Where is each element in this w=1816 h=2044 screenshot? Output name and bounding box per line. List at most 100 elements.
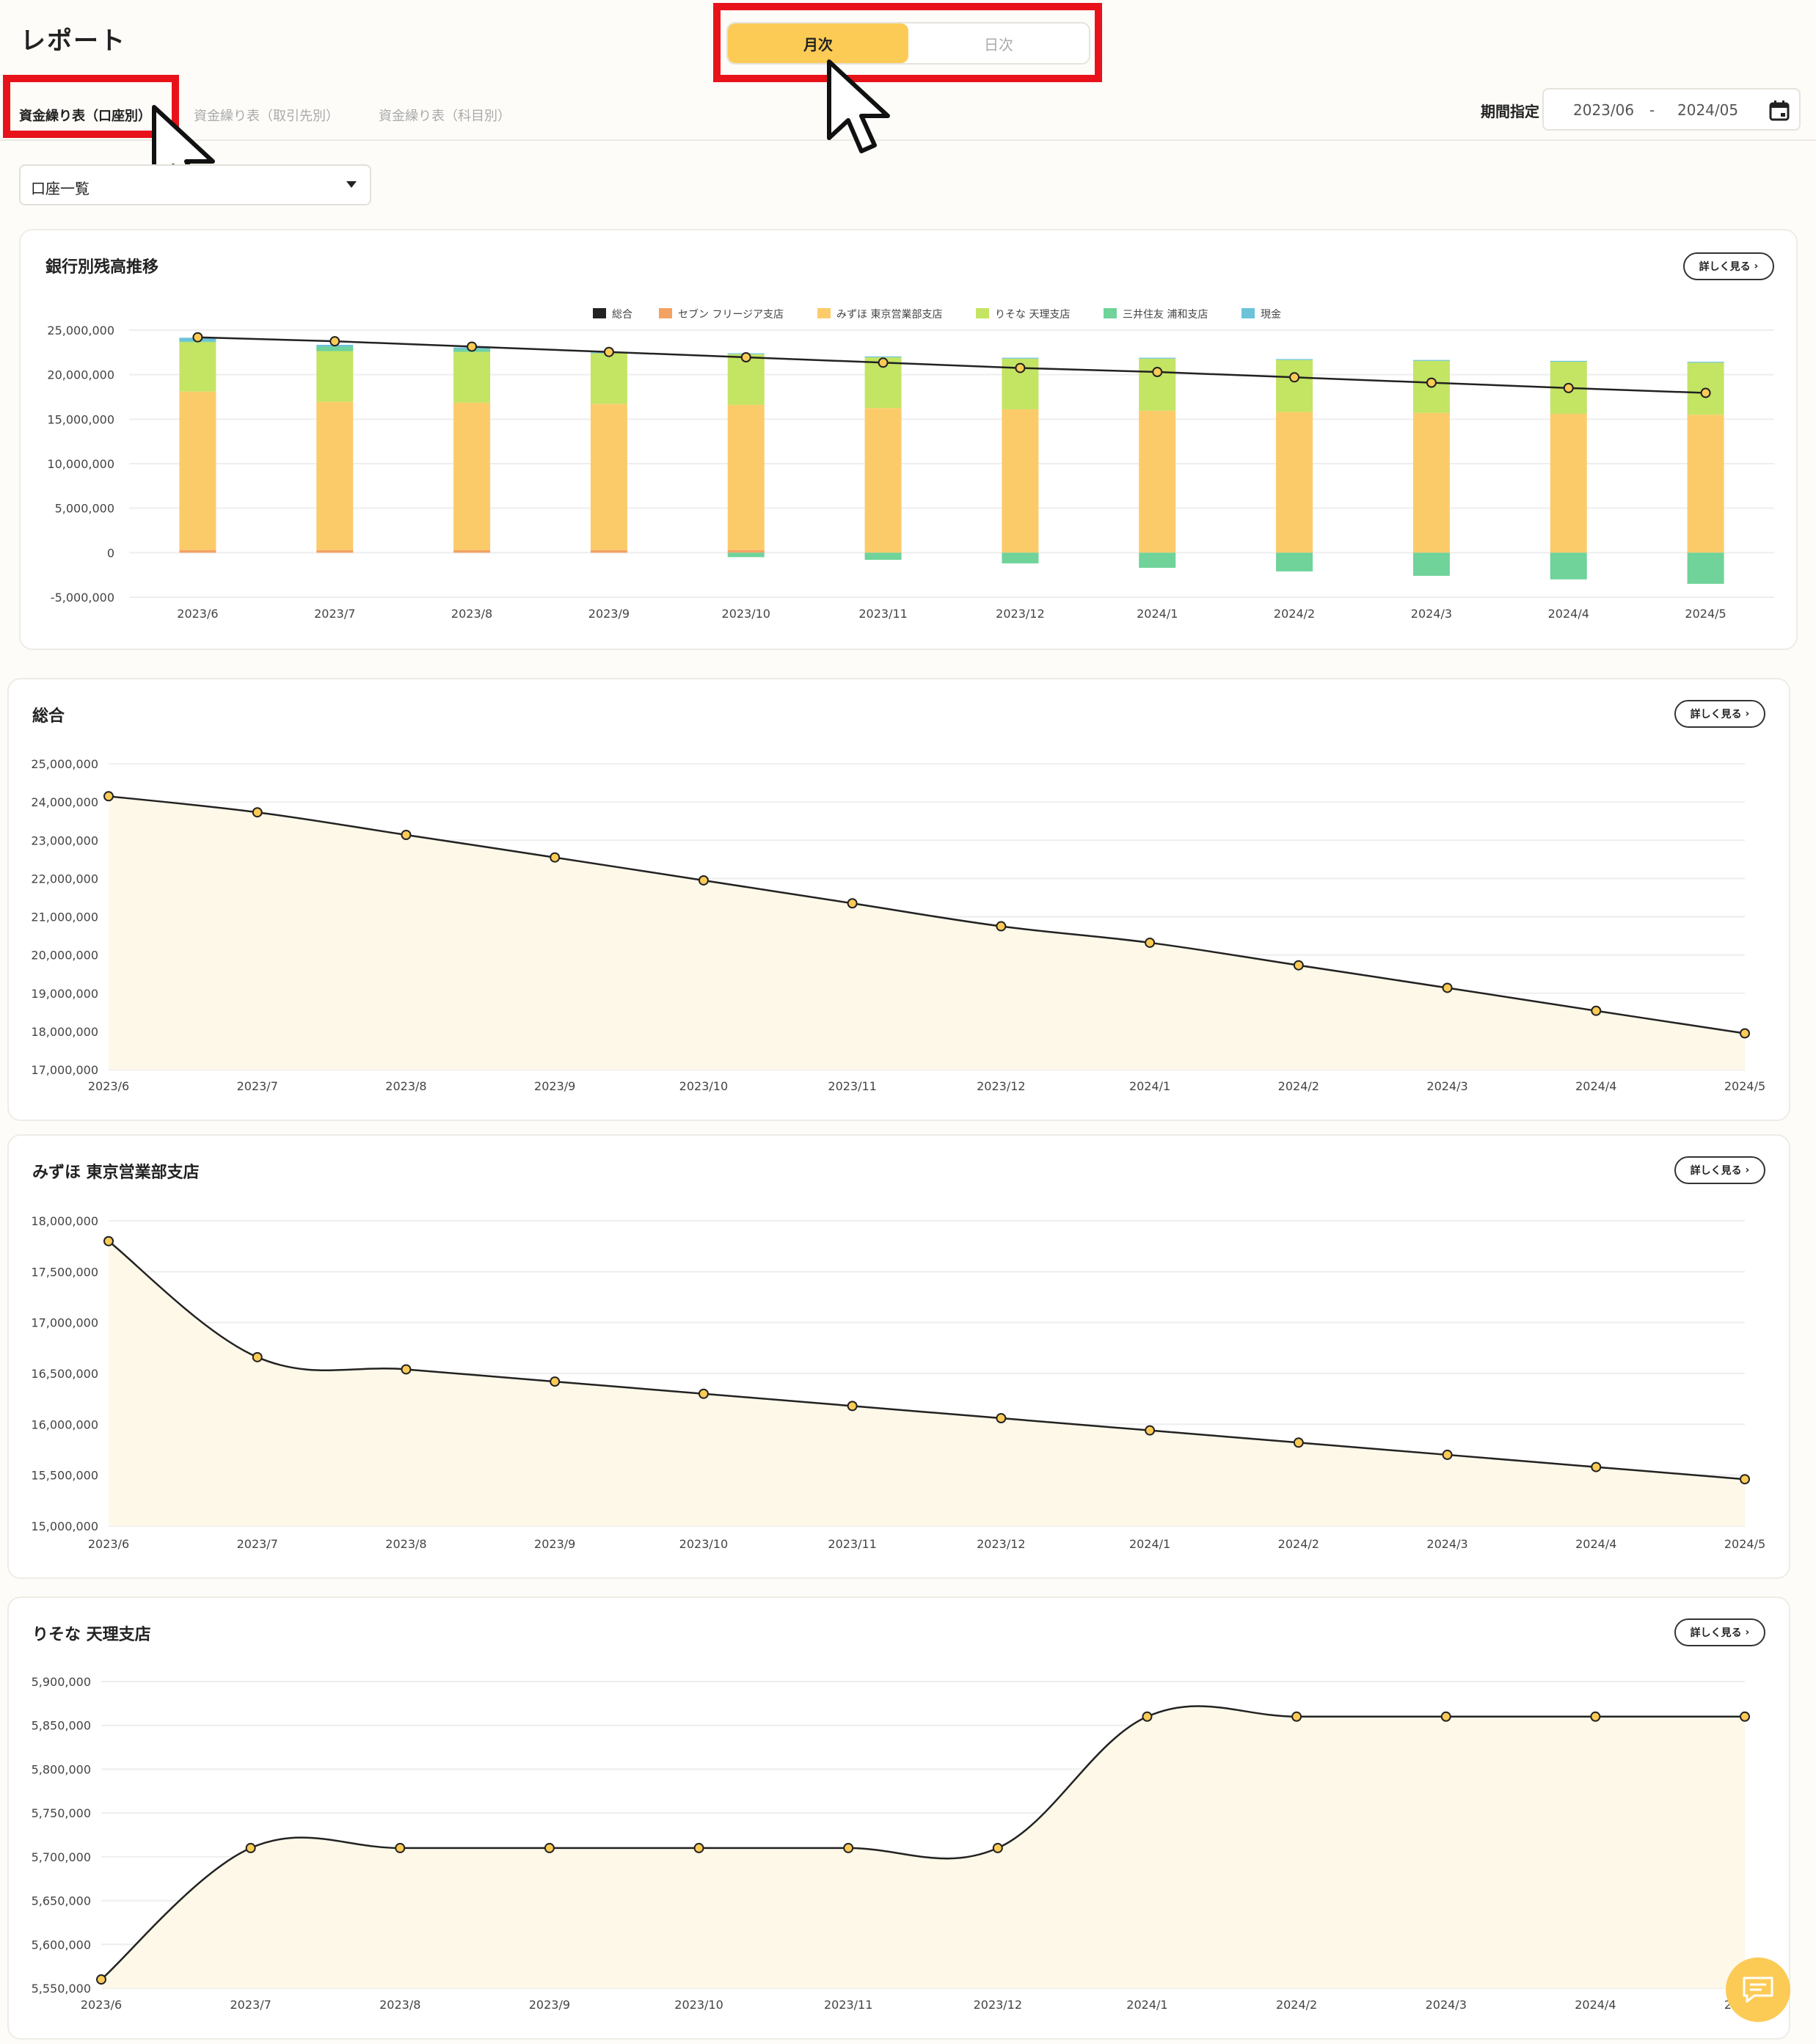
bar-segment <box>316 346 354 351</box>
x-tick-label: 2024/3 <box>1411 607 1452 621</box>
chat-button[interactable] <box>1726 1957 1790 2022</box>
legend-swatch <box>1241 308 1255 318</box>
data-point <box>698 1388 709 1399</box>
x-tick-label: 2023/8 <box>385 1537 426 1551</box>
monthly-option[interactable]: 月次 <box>728 23 908 63</box>
see-more-button[interactable]: 詳しく見る › <box>1683 252 1774 280</box>
bar-segment <box>453 550 491 553</box>
see-more-label: 詳しく見る <box>1690 1627 1742 1639</box>
legend-label: セブン フリージア支店 <box>678 308 784 321</box>
bar-segment <box>1412 412 1450 553</box>
x-tick-label: 2024/3 <box>1426 1998 1467 2012</box>
legend-label: りそな 天理支店 <box>995 309 1070 321</box>
y-tick-label: 20,000,000 <box>47 368 114 382</box>
x-tick-label: 2024/5 <box>1685 607 1726 621</box>
bar-segment <box>590 550 627 553</box>
x-tick-label: 2024/1 <box>1129 1079 1170 1093</box>
data-point <box>1293 1437 1304 1448</box>
y-tick-label: 16,500,000 <box>31 1367 98 1381</box>
data-point <box>843 1842 854 1853</box>
x-tick-label: 2024/1 <box>1137 607 1178 621</box>
x-tick-label: 2024/5 <box>1724 1537 1765 1551</box>
y-tick-label: 17,500,000 <box>31 1265 98 1279</box>
y-tick-label: 5,700,000 <box>32 1850 91 1864</box>
legend-swatch <box>659 308 672 318</box>
period-separator: - <box>1649 101 1655 119</box>
data-point <box>401 829 412 840</box>
series-line <box>108 1240 1746 1481</box>
bar-segment <box>1276 412 1313 553</box>
legend-label: 三井住友 浦和支店 <box>1123 309 1208 321</box>
area-chart-resona: 5,900,000 5,850,000 5,800,000 5,750,000 5,70… <box>32 1675 1766 2012</box>
stacked-bar-chart: 総合 セブン フリージア支店 みずほ 東京営業部支店 りそな 天理支店 三井住友 浦和支… <box>47 308 1774 621</box>
bar-segment <box>316 401 354 550</box>
total-card: 総合 詳しく見る › 25,000,000 24,000,000 23,000,00… <box>7 678 1790 1121</box>
y-tick-label: 5,750,000 <box>32 1806 91 1820</box>
x-tick-label: 2023/10 <box>674 1998 723 2012</box>
period-range-input[interactable]: 2023/06 - 2024/05 <box>1542 88 1801 131</box>
mouse-cursor-icon <box>827 59 890 153</box>
data-point <box>1289 372 1300 383</box>
chat-icon <box>1743 1977 1773 2003</box>
x-tick-label: 2023/9 <box>588 607 630 621</box>
bar-segment <box>864 552 902 561</box>
y-tick-label: 17,000,000 <box>31 1316 98 1330</box>
y-tick-label: 5,650,000 <box>32 1894 91 1908</box>
highlight-box-toggle <box>713 3 1102 82</box>
see-more-button[interactable]: 詳しく見る › <box>1674 1156 1765 1184</box>
legend-label: 総合 <box>612 309 632 321</box>
period-label: 期間指定 <box>1481 103 1539 120</box>
data-point <box>1015 362 1026 373</box>
period-mode-toggle[interactable]: 月次 日次 <box>726 22 1090 65</box>
bar-segment <box>590 353 627 404</box>
bar-segment <box>1412 359 1450 361</box>
x-tick-label: 2023/9 <box>529 1998 570 2012</box>
data-point <box>847 1401 858 1412</box>
account-select[interactable]: 口座一覧 <box>19 164 371 205</box>
period-to[interactable]: 2024/05 <box>1677 101 1739 119</box>
see-more-label: 詳しく見る <box>1690 1165 1742 1177</box>
area-fill <box>101 1706 1745 1988</box>
bar-segment <box>1687 415 1724 553</box>
y-tick-label: 15,500,000 <box>31 1469 98 1483</box>
x-tick-label: 2024/2 <box>1276 1998 1317 2012</box>
tab-partner[interactable]: 資金繰り表（取引先別） <box>194 109 339 124</box>
y-tick-label: 18,000,000 <box>31 1025 98 1039</box>
data-point <box>96 1974 106 1985</box>
calendar-icon[interactable] <box>1768 100 1790 122</box>
x-tick-label: 2024/4 <box>1575 1998 1616 2012</box>
bar-segment <box>1550 552 1587 580</box>
x-tick-label: 2024/4 <box>1575 1537 1616 1551</box>
tab-subject[interactable]: 資金繰り表（科目別） <box>379 109 511 124</box>
legend-swatch <box>976 308 989 318</box>
highlight-box-tab <box>3 75 179 138</box>
data-point <box>329 336 340 347</box>
tab-account[interactable]: 資金繰り表（口座別） <box>19 109 151 124</box>
chevron-down-icon <box>346 181 357 188</box>
y-tick-label: 15,000,000 <box>47 412 114 426</box>
data-point <box>103 791 114 802</box>
see-more-button[interactable]: 詳しく見る › <box>1674 700 1765 728</box>
data-point <box>1442 982 1453 993</box>
x-tick-label: 2024/2 <box>1278 1537 1319 1551</box>
y-tick-label: 25,000,000 <box>31 757 98 771</box>
x-tick-label: 2024/5 <box>1724 1079 1765 1093</box>
legend-swatch <box>1104 308 1117 318</box>
data-point <box>1145 1425 1156 1436</box>
y-tick-label: 5,850,000 <box>32 1719 91 1733</box>
y-tick-label: 21,000,000 <box>31 910 98 924</box>
daily-option[interactable]: 日次 <box>984 35 1013 54</box>
card-title: 銀行別残高推移 <box>45 258 159 277</box>
see-more-button[interactable]: 詳しく見る › <box>1674 1618 1765 1646</box>
x-tick-label: 2023/12 <box>996 607 1044 621</box>
data-point <box>996 921 1007 932</box>
x-tick-label: 2023/10 <box>722 607 770 621</box>
y-tick-label: 0 <box>107 546 114 560</box>
bar-segment <box>179 391 216 550</box>
x-tick-label: 2023/6 <box>81 1998 122 2012</box>
y-tick-label: 15,000,000 <box>31 1519 98 1533</box>
period-from[interactable]: 2023/06 <box>1573 101 1635 119</box>
data-point <box>245 1842 256 1853</box>
data-point <box>878 357 889 368</box>
x-tick-label: 2023/12 <box>977 1537 1025 1551</box>
